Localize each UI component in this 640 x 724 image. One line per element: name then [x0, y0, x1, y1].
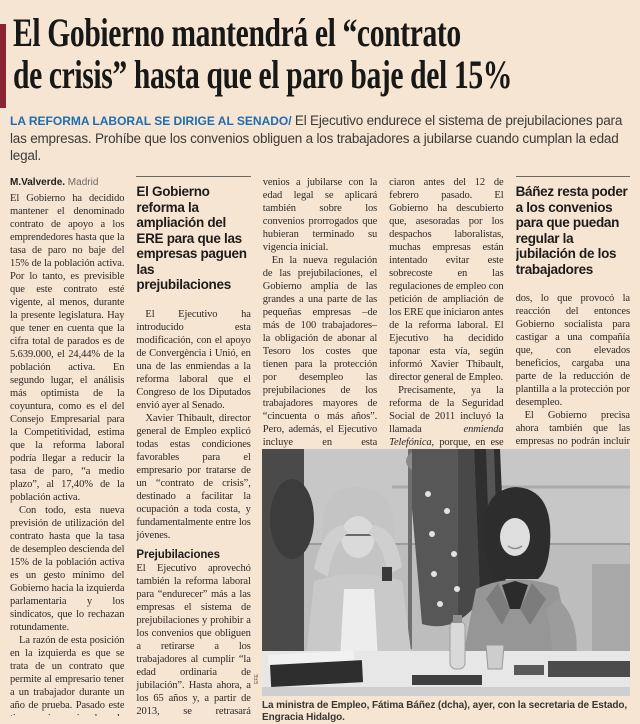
- headline-line-1: El Gobierno mantendrá el “contrato: [13, 10, 461, 55]
- inset-headline-right: Báñez resta poder a los convenios para q…: [515, 176, 630, 277]
- article-paragraph: La razón de esta posición en la izquierd…: [10, 635, 125, 716]
- inset-headline-left: El Gobierno reforma la ampliación del ER…: [136, 176, 251, 293]
- article-paragraph: El Gobierno ha decidido mantener el deno…: [10, 193, 125, 503]
- article-headline: El Gobierno mantendrá el “contrato de cr…: [13, 12, 635, 96]
- article-body: M.Valverde. Madrid El Gobierno ha decidi…: [10, 176, 630, 723]
- article-paragraph: Con todo, esta nueva previsión de utiliz…: [10, 505, 125, 633]
- subhead-prejubilaciones: Prejubilaciones: [136, 548, 220, 561]
- news-photo: [262, 449, 630, 696]
- page-edge-stripe: [0, 24, 6, 108]
- article-column-2: El Gobierno reforma la ampliación del ER…: [136, 176, 251, 717]
- kicker: LA REFORMA LABORAL SE DIRIGE AL SENADO/ …: [10, 112, 630, 164]
- article-paragraph: Xavier Thibault, director general de Emp…: [136, 412, 251, 541]
- byline: M.Valverde. Madrid: [10, 176, 124, 189]
- headline-line-2: de crisis” hasta que el paro baje del 15…: [13, 52, 513, 97]
- article-paragraph: El Ejecutivo ha introducido esta modific…: [136, 308, 251, 411]
- newspaper-page: { "page": { "background": "#f7e5d3", "ac…: [0, 12, 640, 723]
- article-paragraph: dos, lo que provocó la reacción del ento…: [515, 293, 630, 408]
- byline-author: M.Valverde.: [10, 177, 66, 188]
- byline-location: Madrid: [65, 177, 99, 188]
- kicker-tag: LA REFORMA LABORAL SE DIRIGE AL SENADO/: [10, 114, 295, 128]
- photo-block: EFE: [254, 449, 630, 724]
- article-column-1: M.Valverde. Madrid El Gobierno ha decidi…: [10, 176, 124, 716]
- kicker-text: El Ejecutivo endurece el sistema de prej…: [10, 113, 623, 163]
- article-paragraph: El Ejecutivo aprovechó también la reform…: [136, 562, 251, 717]
- article-paragraph: ciaron antes del 12 de febrero pasado. E…: [389, 177, 504, 383]
- paragraph-text: Precisamente, ya la reforma de la Seguri…: [389, 385, 504, 435]
- photo-credit: EFE: [253, 674, 260, 684]
- photo-caption: La ministra de Empleo, Fátima Báñez (dch…: [262, 700, 628, 723]
- italic-phrase: enmienda Telefónica: [389, 424, 504, 448]
- article-paragraph: venios a jubilarse con la edad legal se …: [262, 177, 378, 253]
- headline-block: El Gobierno mantendrá el “contrato de cr…: [13, 12, 630, 96]
